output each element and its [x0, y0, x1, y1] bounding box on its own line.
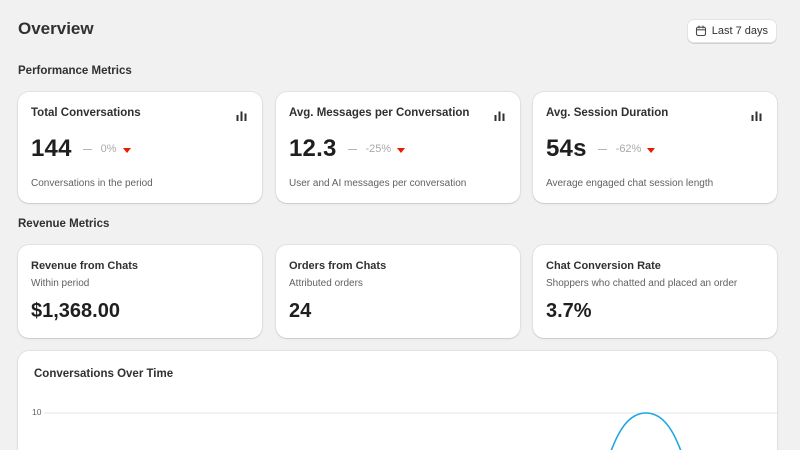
- revenue-from-chats-card: Revenue from Chats Within period $1,368.…: [18, 245, 262, 338]
- page-title: Overview: [18, 19, 94, 38]
- bar-chart-icon[interactable]: [236, 108, 247, 126]
- performance-section-title: Performance Metrics: [18, 65, 132, 77]
- date-range-label: Last 7 days: [711, 25, 768, 37]
- card-description: Conversations in the period: [31, 178, 153, 189]
- change-divider: [347, 148, 357, 150]
- metric-value: 144: [31, 135, 72, 162]
- conversations-line-chart: 10: [32, 407, 777, 450]
- total-conversations-card: Total Conversations 144 0% Conversations…: [18, 92, 262, 203]
- card-title: Orders from Chats: [289, 260, 387, 272]
- metric-value: 54s: [546, 135, 587, 162]
- change-percent: -25%: [365, 143, 392, 155]
- change-percent: 0%: [100, 143, 117, 155]
- avg-session-duration-card: Avg. Session Duration 54s -62% Average e…: [533, 92, 777, 203]
- metric-value: 3.7%: [546, 300, 592, 322]
- card-title: Chat Conversion Rate: [546, 260, 661, 272]
- metric-value: 12.3: [289, 135, 337, 162]
- card-subtitle: Within period: [31, 278, 90, 289]
- metric-value: 24: [289, 300, 312, 322]
- caret-down-icon: [122, 147, 131, 153]
- caret-down-icon: [397, 147, 406, 153]
- card-title: Avg. Messages per Conversation: [289, 107, 470, 119]
- card-title: Avg. Session Duration: [546, 107, 669, 119]
- date-range-button[interactable]: Last 7 days: [686, 19, 777, 43]
- revenue-section-title: Revenue Metrics: [18, 218, 110, 230]
- chart-title: Conversations Over Time: [34, 368, 174, 380]
- card-title: Total Conversations: [31, 107, 141, 119]
- series-line: [610, 412, 682, 450]
- change-percent: -62%: [615, 143, 642, 155]
- card-description: User and AI messages per conversation: [289, 178, 467, 189]
- chat-conversion-rate-card: Chat Conversion Rate Shoppers who chatte…: [533, 245, 777, 338]
- card-subtitle: Attributed orders: [289, 278, 363, 289]
- card-description: Average engaged chat session length: [546, 178, 714, 189]
- bar-chart-icon[interactable]: [751, 108, 762, 126]
- change-divider: [82, 148, 92, 150]
- conversations-chart-card: Conversations Over Time 10: [18, 351, 777, 450]
- y-tick-label: 10: [32, 407, 42, 417]
- orders-from-chats-card: Orders from Chats Attributed orders 24: [276, 245, 520, 338]
- bar-chart-icon[interactable]: [494, 108, 505, 126]
- card-title: Revenue from Chats: [31, 260, 138, 272]
- change-divider: [597, 148, 607, 150]
- caret-down-icon: [647, 147, 656, 153]
- avg-messages-card: Avg. Messages per Conversation 12.3 -25%…: [276, 92, 520, 203]
- card-subtitle: Shoppers who chatted and placed an order: [546, 278, 738, 289]
- metric-value: $1,368.00: [31, 300, 120, 322]
- calendar-icon: [695, 25, 707, 37]
